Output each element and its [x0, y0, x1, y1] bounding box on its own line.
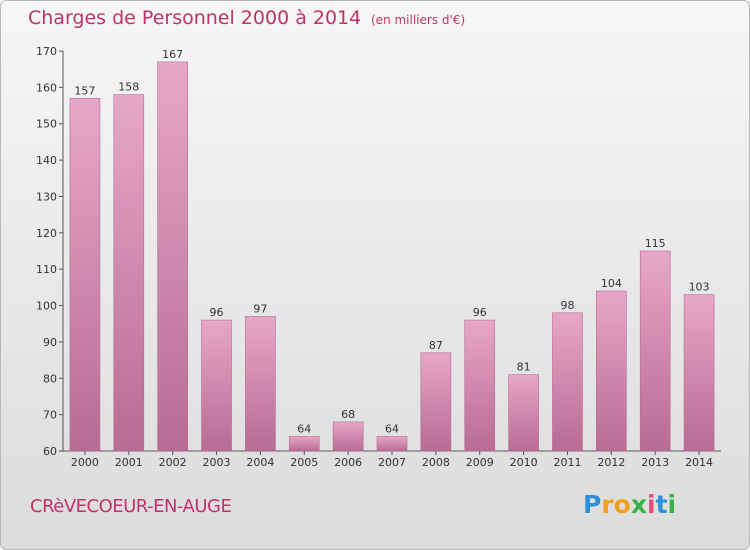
- y-tick-label: 160: [36, 81, 57, 94]
- y-tick-label: 70: [43, 409, 57, 422]
- bar: [201, 319, 232, 452]
- x-tick-label: 2011: [553, 456, 581, 469]
- bar-value-label: 64: [297, 422, 311, 435]
- x-tick-label: 2013: [641, 456, 669, 469]
- y-tick-label: 150: [36, 118, 57, 131]
- x-tick-label: 2005: [290, 456, 318, 469]
- bar: [464, 319, 496, 452]
- bar-value-label: 104: [601, 277, 622, 290]
- bar: [508, 374, 539, 452]
- bar: [157, 61, 188, 452]
- bar-value-label: 96: [210, 306, 224, 319]
- y-tick-label: 100: [36, 300, 57, 313]
- x-tick-label: 2009: [466, 456, 494, 469]
- bar-value-label: 115: [645, 237, 666, 250]
- proxiti-logo: Proxiti: [583, 490, 676, 519]
- bar: [420, 352, 452, 452]
- x-tick-label: 2008: [422, 456, 450, 469]
- bar: [376, 436, 408, 452]
- logo-letter: i: [647, 490, 656, 519]
- y-tick-label: 60: [43, 445, 57, 458]
- bar-value-label: 64: [385, 422, 399, 435]
- bar-value-label: 157: [74, 84, 95, 97]
- bar-value-label: 97: [253, 302, 267, 315]
- x-tick-label: 2004: [246, 456, 274, 469]
- y-tick-label: 170: [36, 45, 57, 58]
- x-tick-label: 2003: [203, 456, 231, 469]
- bar-value-label: 68: [341, 408, 355, 421]
- logo-letter: o: [613, 490, 631, 519]
- y-tick-label: 140: [36, 154, 57, 167]
- bar: [683, 294, 715, 452]
- logo-letter: P: [583, 490, 602, 519]
- logo-letter: t: [655, 490, 668, 519]
- y-tick-label: 80: [43, 372, 57, 385]
- logo-letter: x: [630, 490, 647, 519]
- x-tick-label: 2002: [159, 456, 187, 469]
- bar: [288, 436, 320, 452]
- logo-letter: r: [601, 490, 614, 519]
- bar-value-label: 158: [118, 81, 139, 94]
- bars: 157 158 167 96 97 64 68 64 87 96 81 98 104 115 103: [69, 48, 715, 452]
- bar-value-label: 81: [517, 361, 531, 374]
- x-tick-label: 2014: [685, 456, 713, 469]
- bar: [113, 94, 145, 452]
- bar-value-label: 167: [162, 48, 183, 61]
- x-tick-label: 2000: [71, 456, 99, 469]
- bar: [552, 312, 583, 452]
- x-tick-label: 2010: [510, 456, 538, 469]
- bar: [69, 97, 101, 452]
- bar-value-label: 98: [560, 299, 574, 312]
- x-tick-label: 2001: [115, 456, 143, 469]
- bar: [639, 250, 671, 452]
- x-tick-label: 2007: [378, 456, 406, 469]
- x-tick-label: 2006: [334, 456, 362, 469]
- x-tick-label: 2012: [597, 456, 625, 469]
- y-tick-label: 120: [36, 227, 57, 240]
- y-tick-label: 130: [36, 190, 57, 203]
- bar: [332, 421, 364, 452]
- bar-value-label: 87: [429, 339, 443, 352]
- logo-letter: i: [667, 490, 677, 519]
- chart-title: Charges de Personnel 2000 à 2014: [28, 7, 362, 29]
- bar: [245, 316, 276, 452]
- y-axis: 60 70 80 90 100 110 120 130 140 150 160 170: [36, 45, 64, 458]
- commune-name: CRèVECOEUR-EN-AUGE: [30, 496, 232, 517]
- x-axis: 2000 2001 2002 2003 2004 2005 2006 2007 2008 2009…: [63, 450, 721, 469]
- y-tick-label: 90: [43, 336, 57, 349]
- bar-value-label: 103: [689, 281, 710, 294]
- bar: [596, 290, 627, 452]
- chart-subtitle: (en milliers d'€): [371, 13, 466, 27]
- y-tick-label: 110: [36, 263, 57, 276]
- bar-value-label: 96: [473, 306, 487, 319]
